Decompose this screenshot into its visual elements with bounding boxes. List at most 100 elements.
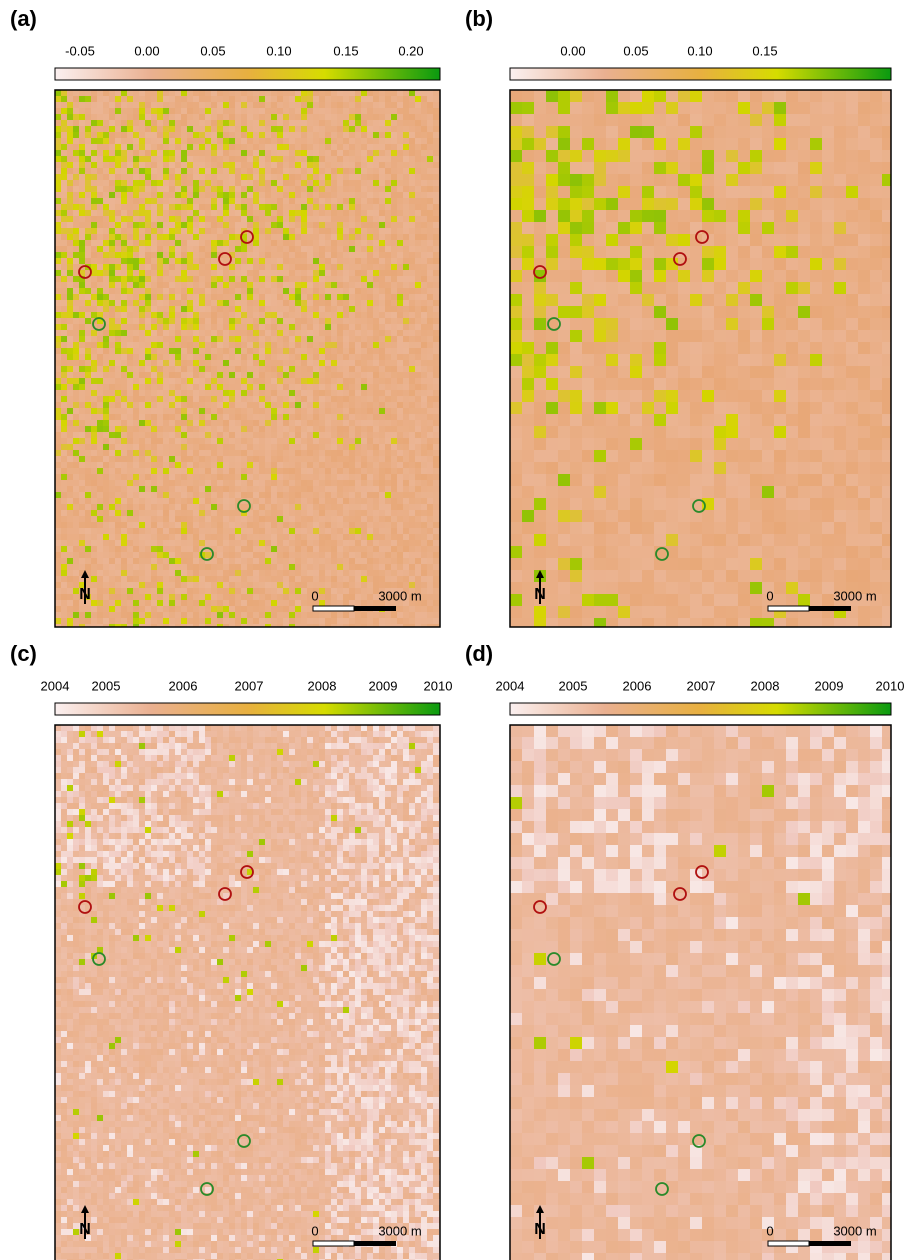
map-cell — [109, 432, 115, 438]
map-cell — [199, 312, 205, 318]
map-cell — [307, 504, 313, 510]
map-cell — [325, 438, 331, 444]
map-cell — [127, 204, 133, 210]
map-cell — [175, 192, 181, 198]
map-cell — [283, 156, 289, 162]
map-cell — [427, 528, 433, 534]
map-cell — [67, 546, 73, 552]
map-cell — [325, 396, 331, 402]
map-cell — [415, 426, 421, 432]
map-cell — [343, 534, 349, 540]
map-cell — [253, 432, 259, 438]
map-cell — [97, 282, 103, 288]
map-cell — [193, 384, 199, 390]
map-cell — [193, 348, 199, 354]
map-cell — [343, 198, 349, 204]
map-cell — [307, 534, 313, 540]
map-cell — [301, 108, 307, 114]
map-cell — [295, 156, 301, 162]
map-cell — [109, 534, 115, 540]
map-cell — [265, 522, 271, 528]
map-cell — [223, 216, 229, 222]
map-cell — [85, 174, 91, 180]
map-cell — [385, 318, 391, 324]
map-cell — [331, 264, 337, 270]
map-cell — [331, 258, 337, 264]
map-cell — [379, 156, 385, 162]
map-cell — [415, 156, 421, 162]
map-cell — [391, 132, 397, 138]
map-cell — [145, 264, 151, 270]
map-cell — [343, 348, 349, 354]
map-cell — [133, 234, 139, 240]
map-cell — [109, 402, 115, 408]
map-cell — [169, 474, 175, 480]
map-cell — [349, 534, 355, 540]
map-cell — [415, 348, 421, 354]
map-cell — [121, 312, 127, 318]
map-cell — [373, 102, 379, 108]
map-cell — [73, 432, 79, 438]
map-cell — [367, 372, 373, 378]
map-cell — [85, 462, 91, 468]
map-cell — [85, 144, 91, 150]
map-cell — [205, 192, 211, 198]
map-cell — [181, 498, 187, 504]
map-cell — [97, 174, 103, 180]
map-cell — [175, 216, 181, 222]
map-cell — [349, 234, 355, 240]
map-cell — [217, 474, 223, 480]
map-cell — [103, 372, 109, 378]
map-cell — [301, 246, 307, 252]
map-cell — [169, 540, 175, 546]
map-cell — [235, 150, 241, 156]
map-cell — [229, 468, 235, 474]
map-cell — [391, 210, 397, 216]
map-cell — [379, 372, 385, 378]
map-cell — [253, 210, 259, 216]
map-cell — [415, 402, 421, 408]
map-cell — [349, 138, 355, 144]
map-cell — [337, 108, 343, 114]
map-cell — [313, 516, 319, 522]
map-cell — [127, 468, 133, 474]
map-cell — [415, 306, 421, 312]
map-cell — [289, 534, 295, 540]
map-cell — [103, 432, 109, 438]
map-cell — [415, 288, 421, 294]
map-cell — [121, 114, 127, 120]
map-cell — [259, 456, 265, 462]
map-cell — [229, 210, 235, 216]
map-cell — [187, 162, 193, 168]
map-cell — [175, 366, 181, 372]
map-cell — [211, 486, 217, 492]
map-cell — [343, 180, 349, 186]
map-cell — [79, 420, 85, 426]
map-cell — [295, 540, 301, 546]
map-cell — [367, 378, 373, 384]
map-cell — [235, 480, 241, 486]
map-cell — [385, 324, 391, 330]
map-cell — [145, 444, 151, 450]
map-cell — [337, 492, 343, 498]
map-cell — [241, 456, 247, 462]
map-cell — [283, 336, 289, 342]
colorbar — [55, 68, 440, 80]
map-cell — [337, 318, 343, 324]
map-cell — [367, 468, 373, 474]
map-cell — [97, 96, 103, 102]
map-cell — [199, 294, 205, 300]
map-cell — [361, 234, 367, 240]
map-cell — [337, 312, 343, 318]
map-cell — [55, 444, 61, 450]
map-cell — [373, 342, 379, 348]
map-cell — [409, 498, 415, 504]
map-cell — [175, 402, 181, 408]
map-cell — [343, 312, 349, 318]
map-cell — [361, 102, 367, 108]
map-cell — [397, 192, 403, 198]
map-cell — [271, 162, 277, 168]
map-cell — [337, 468, 343, 474]
map-cell — [373, 378, 379, 384]
map-cell — [133, 516, 139, 522]
